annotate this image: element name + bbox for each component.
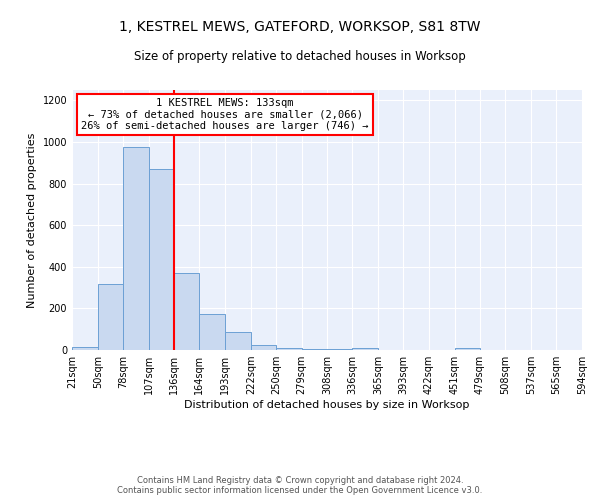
Bar [175,273,199,350]
Text: 1, KESTREL MEWS, GATEFORD, WORKSOP, S81 8TW: 1, KESTREL MEWS, GATEFORD, WORKSOP, S81 … [119,20,481,34]
Y-axis label: Number of detached properties: Number of detached properties [27,132,37,308]
Bar [302,349,328,350]
Text: Contains HM Land Registry data © Crown copyright and database right 2024.
Contai: Contains HM Land Registry data © Crown c… [118,476,482,495]
Text: Size of property relative to detached houses in Worksop: Size of property relative to detached ho… [134,50,466,63]
Bar [123,147,149,350]
Bar [276,348,302,350]
Bar [149,169,175,350]
Text: 1 KESTREL MEWS: 133sqm
← 73% of detached houses are smaller (2,066)
26% of semi-: 1 KESTREL MEWS: 133sqm ← 73% of detached… [81,98,369,131]
Bar [225,332,251,350]
Bar [98,284,123,350]
Bar [352,348,378,350]
X-axis label: Distribution of detached houses by size in Worksop: Distribution of detached houses by size … [184,400,470,410]
Bar [199,314,225,350]
Bar [455,348,479,350]
Bar [72,347,98,350]
Bar [251,345,276,350]
